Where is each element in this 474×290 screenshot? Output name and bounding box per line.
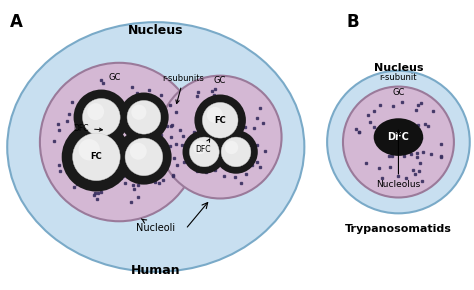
Circle shape: [40, 63, 199, 221]
Ellipse shape: [374, 118, 423, 156]
Text: Nucleoli: Nucleoli: [136, 219, 175, 233]
Circle shape: [73, 133, 120, 181]
Circle shape: [82, 98, 120, 136]
Text: B: B: [347, 13, 360, 31]
Circle shape: [159, 76, 282, 198]
Circle shape: [182, 130, 226, 174]
Circle shape: [343, 87, 454, 197]
Circle shape: [194, 95, 246, 146]
Text: Nucleus: Nucleus: [128, 24, 183, 37]
Circle shape: [327, 71, 470, 213]
Text: Nucleolus: Nucleolus: [376, 130, 420, 188]
Circle shape: [79, 139, 100, 160]
Text: FC: FC: [91, 152, 102, 162]
Text: Human: Human: [131, 264, 181, 277]
Circle shape: [207, 107, 223, 123]
Text: DFC: DFC: [73, 124, 102, 133]
Circle shape: [225, 141, 238, 154]
Text: Trypanosomatids: Trypanosomatids: [345, 224, 452, 234]
Text: GC: GC: [214, 76, 227, 85]
Text: r-subunit: r-subunit: [380, 73, 417, 82]
Text: Nucleus: Nucleus: [374, 63, 423, 73]
Text: FC: FC: [214, 116, 226, 125]
Circle shape: [214, 130, 258, 174]
Circle shape: [87, 103, 104, 120]
Ellipse shape: [7, 22, 304, 272]
Circle shape: [190, 137, 219, 167]
Circle shape: [131, 105, 146, 120]
Circle shape: [127, 100, 161, 134]
Circle shape: [202, 102, 238, 138]
Text: DFC: DFC: [195, 139, 211, 155]
Circle shape: [73, 90, 129, 145]
Text: DFC: DFC: [388, 132, 410, 142]
Circle shape: [130, 143, 147, 160]
Circle shape: [125, 138, 163, 176]
Text: GC: GC: [392, 88, 405, 97]
Circle shape: [119, 93, 169, 142]
Text: A: A: [10, 13, 23, 31]
Circle shape: [193, 141, 207, 154]
Circle shape: [62, 122, 131, 192]
Text: GC: GC: [108, 73, 120, 82]
Circle shape: [221, 137, 251, 167]
Circle shape: [116, 129, 172, 185]
Text: r-subunits: r-subunits: [163, 74, 204, 104]
